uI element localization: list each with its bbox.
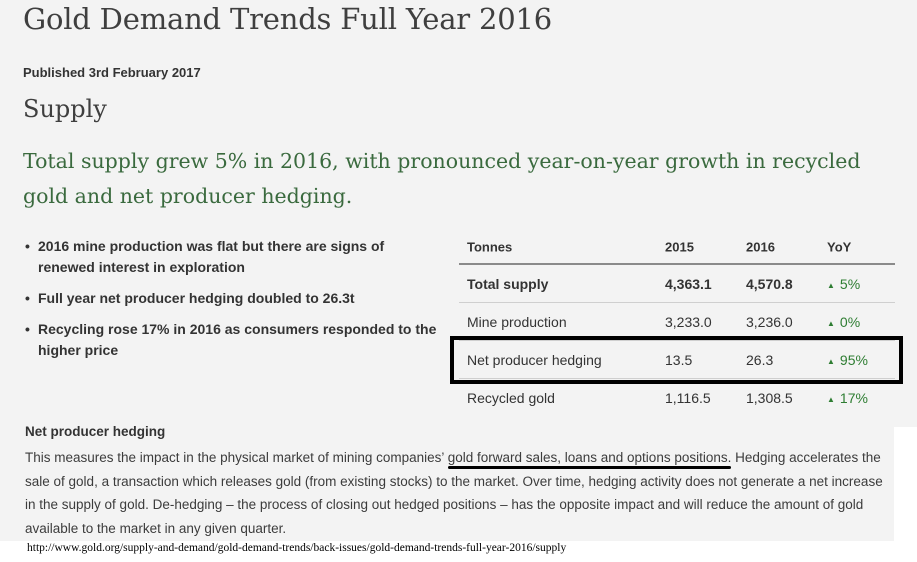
up-arrow-icon: ▲ — [827, 356, 835, 366]
page-title: Gold Demand Trends Full Year 2016 — [23, 2, 552, 36]
cell-2015: 3,233.0 — [665, 313, 712, 330]
definition-text-part: This measures the impact in the physical… — [25, 450, 448, 465]
up-arrow-icon: ▲ — [827, 280, 835, 290]
underlined-phrase: gold forward sales, loans and options po… — [447, 450, 732, 465]
cell-2016: 3,236.0 — [746, 313, 793, 330]
cell-2015: 1,116.5 — [665, 389, 711, 406]
row-label: Recycled gold — [467, 389, 555, 406]
source-url: http://www.gold.org/supply-and-demand/go… — [27, 542, 567, 554]
up-arrow-icon: ▲ — [827, 318, 835, 328]
up-arrow-icon: ▲ — [827, 394, 835, 404]
underlined-phrase: accelerates the sale of gold — [25, 450, 881, 489]
highlight-box — [450, 336, 903, 384]
list-item-text: Recycling rose 17% in 2016 as consumers … — [38, 321, 437, 358]
table-row: Recycled gold 1,116.5 1,308.5 ▲ 17% — [459, 379, 895, 416]
row-label: Mine production — [467, 313, 567, 330]
table-row: Total supply 4,363.1 4,570.8 ▲ 5% — [459, 265, 895, 303]
bullet-icon: • — [25, 321, 30, 337]
content-panel — [0, 0, 917, 427]
bullet-icon: • — [25, 290, 30, 306]
cell-2016: 1,308.5 — [746, 389, 793, 406]
yoy-value: 95% — [839, 351, 868, 368]
list-item: • 2016 mine production was flat but there… — [23, 236, 443, 278]
list-item-text: 2016 mine production was flat but there … — [38, 238, 385, 275]
definition-text-part: , a transaction which releases gold (fro… — [25, 473, 883, 536]
table-row: Mine production 3,233.0 3,236.0 ▲ 0% — [459, 303, 895, 341]
cell-yoy: ▲ 5% — [827, 276, 860, 292]
definition-panel — [0, 427, 894, 541]
column-header-yoy: YoY — [827, 239, 852, 255]
cell-yoy: ▲ 0% — [827, 314, 860, 330]
cell-2015: 13.5 — [665, 351, 693, 368]
headline: Total supply grew 5% in 2016, with prono… — [23, 149, 861, 208]
definition-text: This measures the impact in the physical… — [25, 446, 891, 540]
cell-yoy: ▲ 17% — [827, 390, 868, 406]
column-header-tonnes: Tonnes — [467, 239, 513, 255]
row-label: Total supply — [467, 275, 549, 292]
cell-2016: 4,570.8 — [746, 275, 793, 292]
key-points-list: • 2016 mine production was flat but there… — [23, 236, 443, 371]
published-date: Published 3rd February 2017 — [23, 65, 201, 80]
row-label: Net producer hedging — [467, 351, 602, 368]
definition-text-part: Hedging — [731, 450, 790, 465]
bullet-icon: • — [25, 238, 30, 254]
list-item-text: Full year net producer hedging doubled t… — [38, 290, 355, 306]
definition-title: Net producer hedging — [25, 424, 166, 439]
yoy-value: 17% — [839, 389, 868, 406]
list-item: • Recycling rose 17% in 2016 as consumers… — [23, 319, 443, 361]
column-header-2015: 2015 — [665, 239, 694, 255]
yoy-value: 0% — [839, 313, 861, 330]
list-item: • Full year net producer hedging doubled … — [23, 288, 443, 309]
table-header-row: Tonnes 2015 2016 YoY — [459, 231, 895, 265]
section-heading: Supply — [23, 95, 107, 123]
yoy-value: 5% — [839, 275, 861, 292]
cell-2016: 26.3 — [746, 351, 774, 368]
supply-table: Tonnes 2015 2016 YoY Total supply 4,363.… — [459, 231, 895, 416]
cell-2015: 4,363.1 — [665, 275, 712, 292]
cell-yoy: ▲ 95% — [827, 352, 868, 368]
table-row: Net producer hedging 13.5 26.3 ▲ 95% — [459, 341, 895, 379]
column-header-2016: 2016 — [746, 239, 775, 255]
